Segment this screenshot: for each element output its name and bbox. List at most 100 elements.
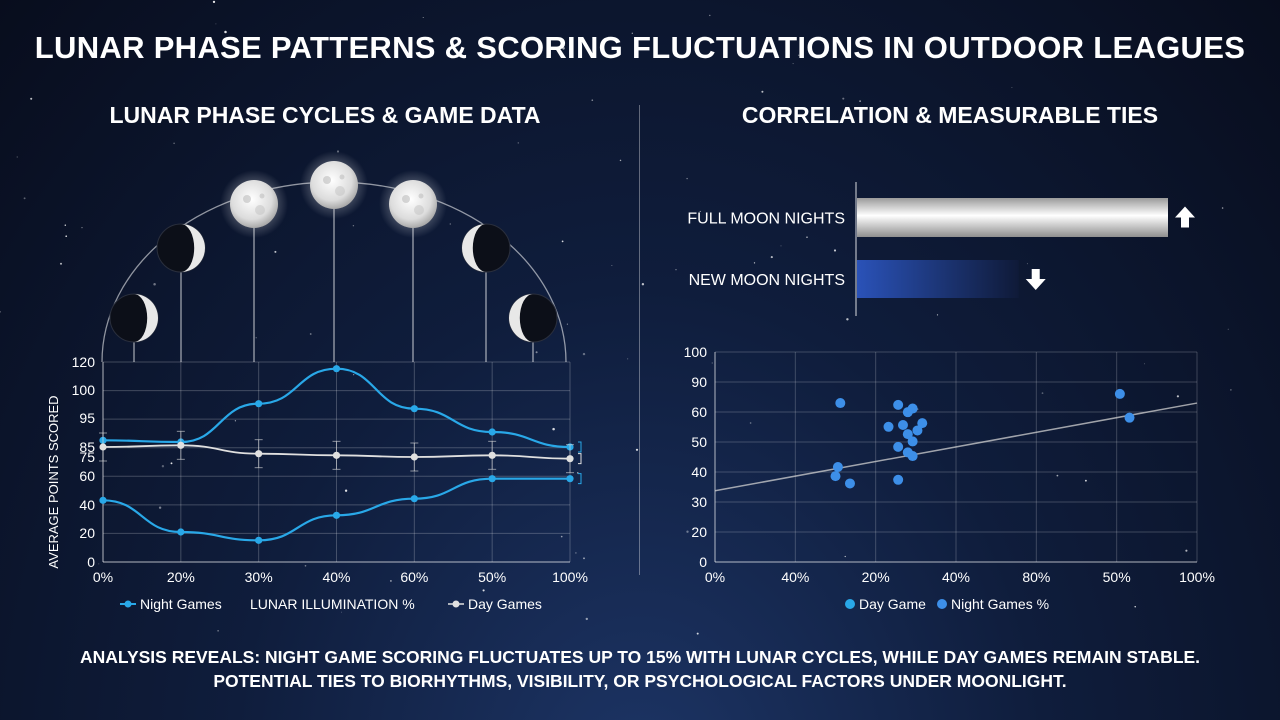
x-tick-label: 40% (781, 569, 809, 585)
star (552, 427, 555, 431)
star (234, 420, 237, 422)
arrow-up-shape (1175, 206, 1195, 228)
star (255, 337, 257, 339)
legend-day-game-marker (845, 599, 855, 609)
star (1221, 207, 1224, 209)
x-tick-label: 30% (245, 569, 273, 585)
x-tick-label: 0% (705, 569, 725, 585)
data-point (566, 455, 574, 463)
star (699, 210, 701, 212)
bar-new-moon (857, 260, 1019, 298)
star (224, 30, 227, 34)
star (709, 14, 711, 17)
star (449, 223, 451, 225)
moon-crater (259, 193, 265, 199)
scatter-point (1124, 412, 1135, 423)
footer-line-2: POTENTIAL TIES TO BIORHYTHMS, VISIBILITY… (213, 671, 1067, 691)
star (641, 283, 645, 286)
moon-crescent (181, 224, 205, 272)
data-point (255, 450, 263, 458)
star (749, 281, 751, 283)
star (833, 249, 837, 252)
star (627, 358, 629, 360)
star (575, 552, 577, 554)
scatter-point (835, 398, 846, 409)
star (936, 314, 939, 316)
footer-analysis: ANALYSIS REVEALS: NIGHT GAME SCORING FLU… (0, 645, 1280, 693)
star (340, 611, 342, 613)
star (64, 224, 67, 226)
star (517, 142, 520, 144)
star (1084, 479, 1087, 482)
scatter-point (893, 441, 904, 452)
star (344, 489, 348, 492)
y-tick-label: 60 (79, 468, 95, 484)
star (353, 374, 355, 376)
moon-crater (335, 186, 345, 196)
star (1144, 363, 1145, 365)
y-tick-label: 85 (79, 439, 95, 455)
bar-label: NEW MOON NIGHTS (689, 272, 845, 289)
end-bracket (578, 453, 582, 465)
correlation-charts: FULL MOON NIGHTS NEW MOON NIGHTS 0 20 30 40 50… (684, 182, 1215, 612)
star (585, 617, 588, 621)
y-tick-label: 95 (79, 410, 95, 426)
star (309, 333, 312, 335)
scatter-point (893, 474, 904, 485)
scatter-point (830, 471, 841, 482)
star (161, 465, 165, 468)
moon-full-icon (300, 151, 368, 219)
moon-crescent (134, 294, 158, 342)
star (749, 422, 752, 424)
right-panel-title: CORRELATION & MEASURABLE TIES (741, 102, 1159, 128)
legend-day-marker (452, 600, 460, 608)
scatter-point (907, 403, 918, 414)
data-point (332, 365, 341, 373)
moon-crater (402, 195, 410, 203)
x-tick-label: 20% (862, 569, 890, 585)
main-title: LUNAR PHASE PATTERNS & SCORING FLUCTUATI… (34, 30, 1246, 65)
star (846, 318, 849, 321)
scatter-point (897, 419, 908, 430)
y-axis-label: AVERAGE POINTS SCORED (46, 395, 61, 568)
moon-crater (323, 176, 331, 184)
y-tick-label: 60 (691, 404, 707, 420)
y-tick-label: 20 (691, 524, 707, 540)
x-tick-label: 50% (1103, 569, 1131, 585)
trend-line (714, 402, 1198, 492)
moon-crater (243, 195, 251, 203)
x-tick-label: 20% (167, 569, 195, 585)
x-tick-label: 40% (322, 569, 350, 585)
star (1230, 389, 1232, 391)
bar-full-moon (857, 198, 1168, 237)
moon-gibbous-icon (220, 170, 288, 238)
star (635, 448, 639, 451)
y-tick-label: 75 (79, 449, 95, 465)
footer-line-1: ANALYSIS REVEALS: NIGHT GAME SCORING FLU… (79, 647, 1201, 667)
y-tick-label: 0 (87, 554, 95, 570)
y-tick-label: 120 (72, 354, 96, 370)
star (761, 90, 764, 93)
star (711, 362, 713, 364)
scatter-point (907, 436, 918, 447)
star (30, 97, 33, 100)
data-point (255, 536, 263, 544)
star (561, 240, 564, 243)
moon-crater (339, 174, 345, 180)
star (686, 530, 689, 533)
x-axis-label: LUNAR ILLUMINATION % (250, 596, 415, 612)
legend-night-games-label: Night Games % (951, 596, 1049, 612)
star (840, 48, 843, 50)
data-point (410, 453, 418, 461)
scatter-point (883, 421, 894, 432)
data-point (332, 451, 341, 459)
panel-divider (639, 105, 640, 575)
star (753, 262, 756, 264)
star (780, 245, 782, 247)
moon-waning-crescent-icon (109, 293, 159, 343)
legend-day-label: Day Games (468, 596, 542, 612)
moon-crater (414, 205, 424, 215)
star (173, 142, 175, 145)
scatter-point (912, 425, 923, 436)
x-tick-label: 0% (93, 569, 113, 585)
